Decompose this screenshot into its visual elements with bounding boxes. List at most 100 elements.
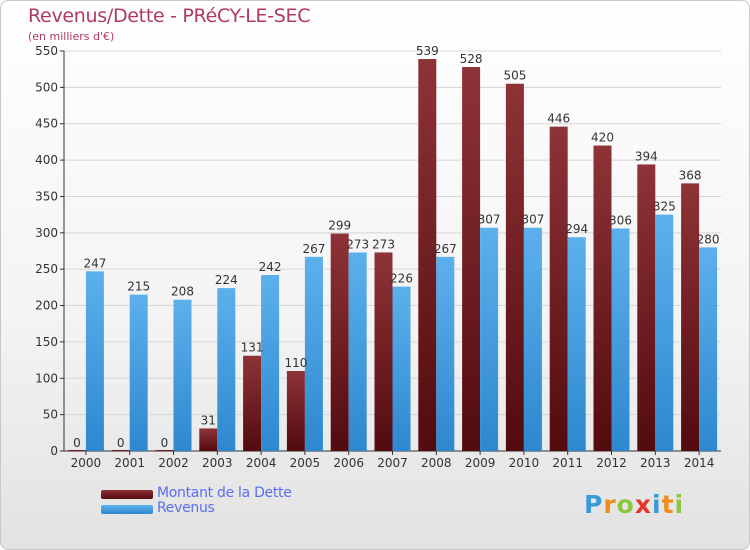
debt-value-label: 446 xyxy=(547,112,570,126)
debt-value-label: 299 xyxy=(328,219,351,233)
debt-bar xyxy=(374,252,393,451)
revenue-value-label: 247 xyxy=(83,256,106,270)
legend-label-revenue: Revenus xyxy=(157,500,215,516)
y-tick-label: 200 xyxy=(35,299,58,313)
x-tick-label: 2011 xyxy=(552,456,583,470)
revenue-bar xyxy=(217,288,236,451)
legend-swatch-debt xyxy=(101,490,153,499)
y-tick-label: 300 xyxy=(35,226,58,240)
y-tick-label: 400 xyxy=(35,153,58,167)
x-tick-label: 2001 xyxy=(114,456,145,470)
revenue-bar xyxy=(567,237,586,451)
y-tick-label: 550 xyxy=(35,44,58,58)
revenue-value-label: 267 xyxy=(434,242,457,256)
chart-title: Revenus/Dette - PRéCY-LE-SEC xyxy=(28,5,311,27)
y-tick-label: 0 xyxy=(50,444,58,458)
debt-value-label: 0 xyxy=(73,436,81,450)
revenue-bar xyxy=(129,294,148,451)
revenue-bar xyxy=(436,256,455,451)
y-tick-label: 50 xyxy=(43,408,58,422)
x-tick-label: 2010 xyxy=(509,456,540,470)
revenue-value-label: 224 xyxy=(215,273,238,287)
debt-bar xyxy=(330,233,349,451)
y-tick-label: 150 xyxy=(35,335,58,349)
revenue-bar xyxy=(173,299,192,451)
revenue-bar xyxy=(611,228,630,451)
revenue-value-label: 307 xyxy=(478,213,501,227)
logo-letter: i xyxy=(674,490,685,519)
logo-letter: x xyxy=(634,490,652,519)
x-tick-label: 2004 xyxy=(246,456,277,470)
revenue-bar xyxy=(392,286,411,451)
revenue-bar xyxy=(85,271,104,451)
debt-value-label: 131 xyxy=(241,341,264,355)
revenue-value-label: 306 xyxy=(609,213,632,227)
debt-value-label: 0 xyxy=(117,436,125,450)
logo-letter: o xyxy=(616,490,635,519)
debt-value-label: 528 xyxy=(460,52,483,66)
revenue-bar xyxy=(523,227,542,451)
x-tick-label: 2012 xyxy=(596,456,627,470)
debt-bar xyxy=(286,371,305,451)
x-tick-label: 2002 xyxy=(158,456,189,470)
revenue-value-label: 273 xyxy=(346,237,369,251)
debt-value-label: 394 xyxy=(635,149,658,163)
debt-bar xyxy=(681,183,700,451)
revenue-value-label: 307 xyxy=(521,213,544,227)
revenue-value-label: 267 xyxy=(302,242,325,256)
debt-bar xyxy=(505,83,524,452)
debt-bar xyxy=(593,145,612,451)
debt-value-label: 539 xyxy=(416,44,439,58)
revenue-value-label: 208 xyxy=(171,285,194,299)
revenue-bar xyxy=(304,256,323,451)
y-tick-label: 250 xyxy=(35,262,58,276)
y-tick-label: 500 xyxy=(35,80,58,94)
revenue-bar xyxy=(699,247,718,451)
x-tick-label: 2000 xyxy=(71,456,102,470)
debt-value-label: 368 xyxy=(679,168,702,182)
legend-label-debt: Montant de la Dette xyxy=(157,485,292,501)
debt-bar xyxy=(637,164,656,452)
x-tick-label: 2014 xyxy=(684,456,715,470)
revenue-value-label: 226 xyxy=(390,272,413,286)
logo-letter: i xyxy=(652,490,662,519)
x-tick-label: 2007 xyxy=(377,456,408,470)
x-tick-label: 2003 xyxy=(202,456,233,470)
revenue-bar xyxy=(480,227,499,451)
revenue-value-label: 280 xyxy=(697,232,720,246)
revenue-value-label: 325 xyxy=(653,200,676,214)
debt-value-label: 420 xyxy=(591,131,614,145)
chart-subtitle: (en milliers d'€) xyxy=(28,30,115,43)
revenue-bar xyxy=(655,214,674,451)
debt-bar xyxy=(418,59,437,451)
x-tick-label: 2006 xyxy=(333,456,364,470)
x-tick-label: 2009 xyxy=(465,456,496,470)
y-tick-label: 450 xyxy=(35,117,58,131)
debt-value-label: 273 xyxy=(372,237,395,251)
legend-swatch-revenue xyxy=(101,505,153,514)
debt-bar xyxy=(462,67,481,451)
x-tick-label: 2008 xyxy=(421,456,452,470)
logo-letter: r xyxy=(603,490,617,519)
y-tick-label: 350 xyxy=(35,189,58,203)
debt-value-label: 110 xyxy=(284,356,307,370)
revenue-bar xyxy=(261,275,280,451)
debt-value-label: 505 xyxy=(503,69,526,83)
debt-value-label: 31 xyxy=(201,413,216,427)
debt-value-label: 0 xyxy=(161,436,169,450)
x-tick-label: 2005 xyxy=(290,456,321,470)
debt-bar xyxy=(111,450,130,451)
logo-letter: t xyxy=(661,490,675,519)
debt-bar xyxy=(549,126,568,452)
y-tick-label: 100 xyxy=(35,371,58,385)
x-tick-label: 2013 xyxy=(640,456,671,470)
revenue-bar xyxy=(348,252,367,451)
proxiti-logo: Proxiti xyxy=(584,490,684,519)
debt-bar xyxy=(243,355,262,451)
revenue-value-label: 294 xyxy=(565,222,588,236)
revenue-value-label: 215 xyxy=(127,280,150,294)
debt-bar xyxy=(199,428,218,451)
logo-letter: P xyxy=(584,490,604,519)
revenue-value-label: 242 xyxy=(259,260,282,274)
